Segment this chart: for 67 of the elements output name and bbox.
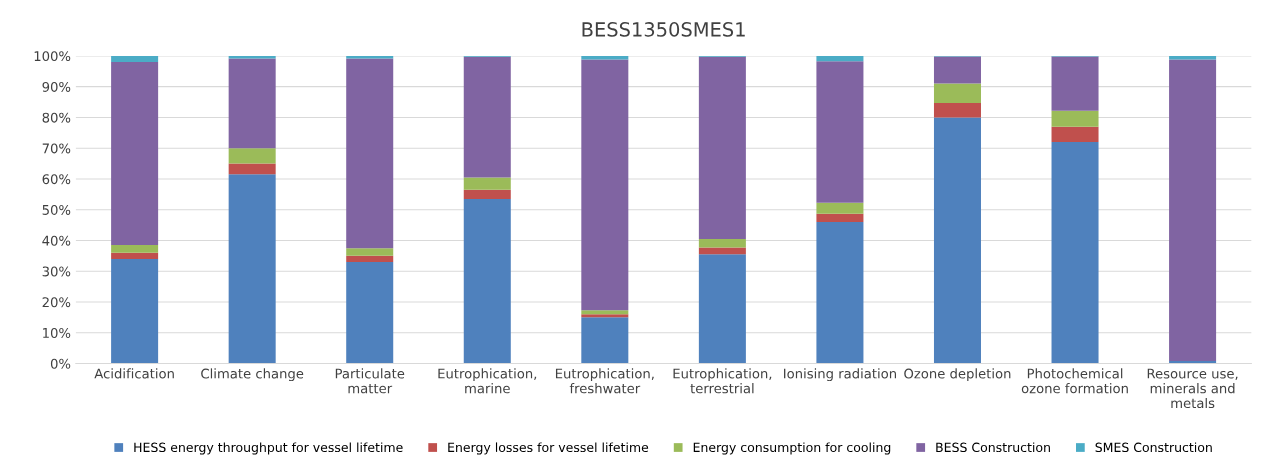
- y-tick-label: 80%: [42, 112, 71, 123]
- bar: [1051, 126, 1099, 143]
- x-tick-label: Resource use, minerals and metals: [1147, 368, 1238, 409]
- bar: [581, 55, 629, 60]
- bar: [111, 62, 159, 246]
- bar: [1051, 142, 1099, 364]
- legend-label: HESS energy throughput for vessel lifetime: [134, 442, 403, 455]
- x-tick-label: Ozone depletion: [904, 368, 1011, 382]
- legend-label: Energy consumption for cooling: [693, 442, 891, 455]
- bar: [111, 55, 159, 63]
- y-tick-label: 30%: [42, 266, 71, 277]
- legend-label: SMES Construction: [1095, 442, 1212, 453]
- x-tick-label: Eutrophication, freshwater: [555, 368, 654, 394]
- x-tick-label: Eutrophication, terrestrial: [673, 368, 772, 394]
- bar: [228, 174, 276, 364]
- x-tick-label: Acidification: [94, 368, 174, 379]
- x-tick-label: Photochemical ozone formation: [1021, 368, 1128, 394]
- y-tick-label: 40%: [42, 235, 71, 246]
- y-tick-label: 100%: [34, 51, 71, 62]
- bar: [698, 56, 746, 239]
- bar: [933, 117, 981, 364]
- y-tick-label: 20%: [42, 297, 71, 308]
- bar: [698, 254, 746, 364]
- y-tick-label: 90%: [42, 81, 71, 92]
- y-tick-label: 70%: [42, 143, 71, 154]
- y-tick-label: 0%: [50, 358, 71, 369]
- y-tick-label: 60%: [42, 174, 71, 185]
- legend-label: BESS Construction: [936, 442, 1050, 453]
- bar: [346, 255, 394, 262]
- bar: [463, 56, 511, 178]
- bar: [463, 177, 511, 190]
- bar: [228, 163, 276, 175]
- legend-label: Energy losses for vessel lifetime: [448, 442, 649, 455]
- x-tick-label: Ionising radiation: [784, 368, 896, 382]
- bar: [1169, 59, 1217, 362]
- bar: [1169, 55, 1217, 60]
- bar: [581, 317, 629, 364]
- bar: [933, 83, 981, 103]
- bar: [228, 58, 276, 149]
- bar: [698, 238, 746, 248]
- bar: [581, 314, 629, 318]
- bar: [463, 189, 511, 199]
- bar: [463, 198, 511, 364]
- bar: [346, 58, 394, 249]
- x-tick-label: Climate change: [201, 368, 304, 382]
- bar: [816, 202, 864, 214]
- bar: [933, 56, 981, 84]
- y-tick-label: 50%: [42, 204, 71, 215]
- bar: [933, 102, 981, 118]
- bar: [111, 258, 159, 364]
- bar: [581, 59, 629, 311]
- bar: [816, 55, 864, 62]
- bar: [816, 222, 864, 364]
- bar: [111, 245, 159, 253]
- chart-title: BESS1350SMES1: [582, 22, 745, 37]
- bar: [111, 252, 159, 259]
- y-tick-label: 10%: [43, 327, 71, 338]
- x-tick-label: Eutrophication, marine: [438, 368, 537, 394]
- bar: [1051, 56, 1099, 111]
- bar: [816, 61, 864, 203]
- x-tick-label: Particulate matter: [335, 368, 405, 394]
- bar: [1051, 110, 1099, 127]
- bar: [346, 248, 394, 256]
- bar: [816, 213, 864, 222]
- bar: [581, 310, 629, 315]
- bar: [346, 261, 394, 364]
- bar: [228, 148, 276, 164]
